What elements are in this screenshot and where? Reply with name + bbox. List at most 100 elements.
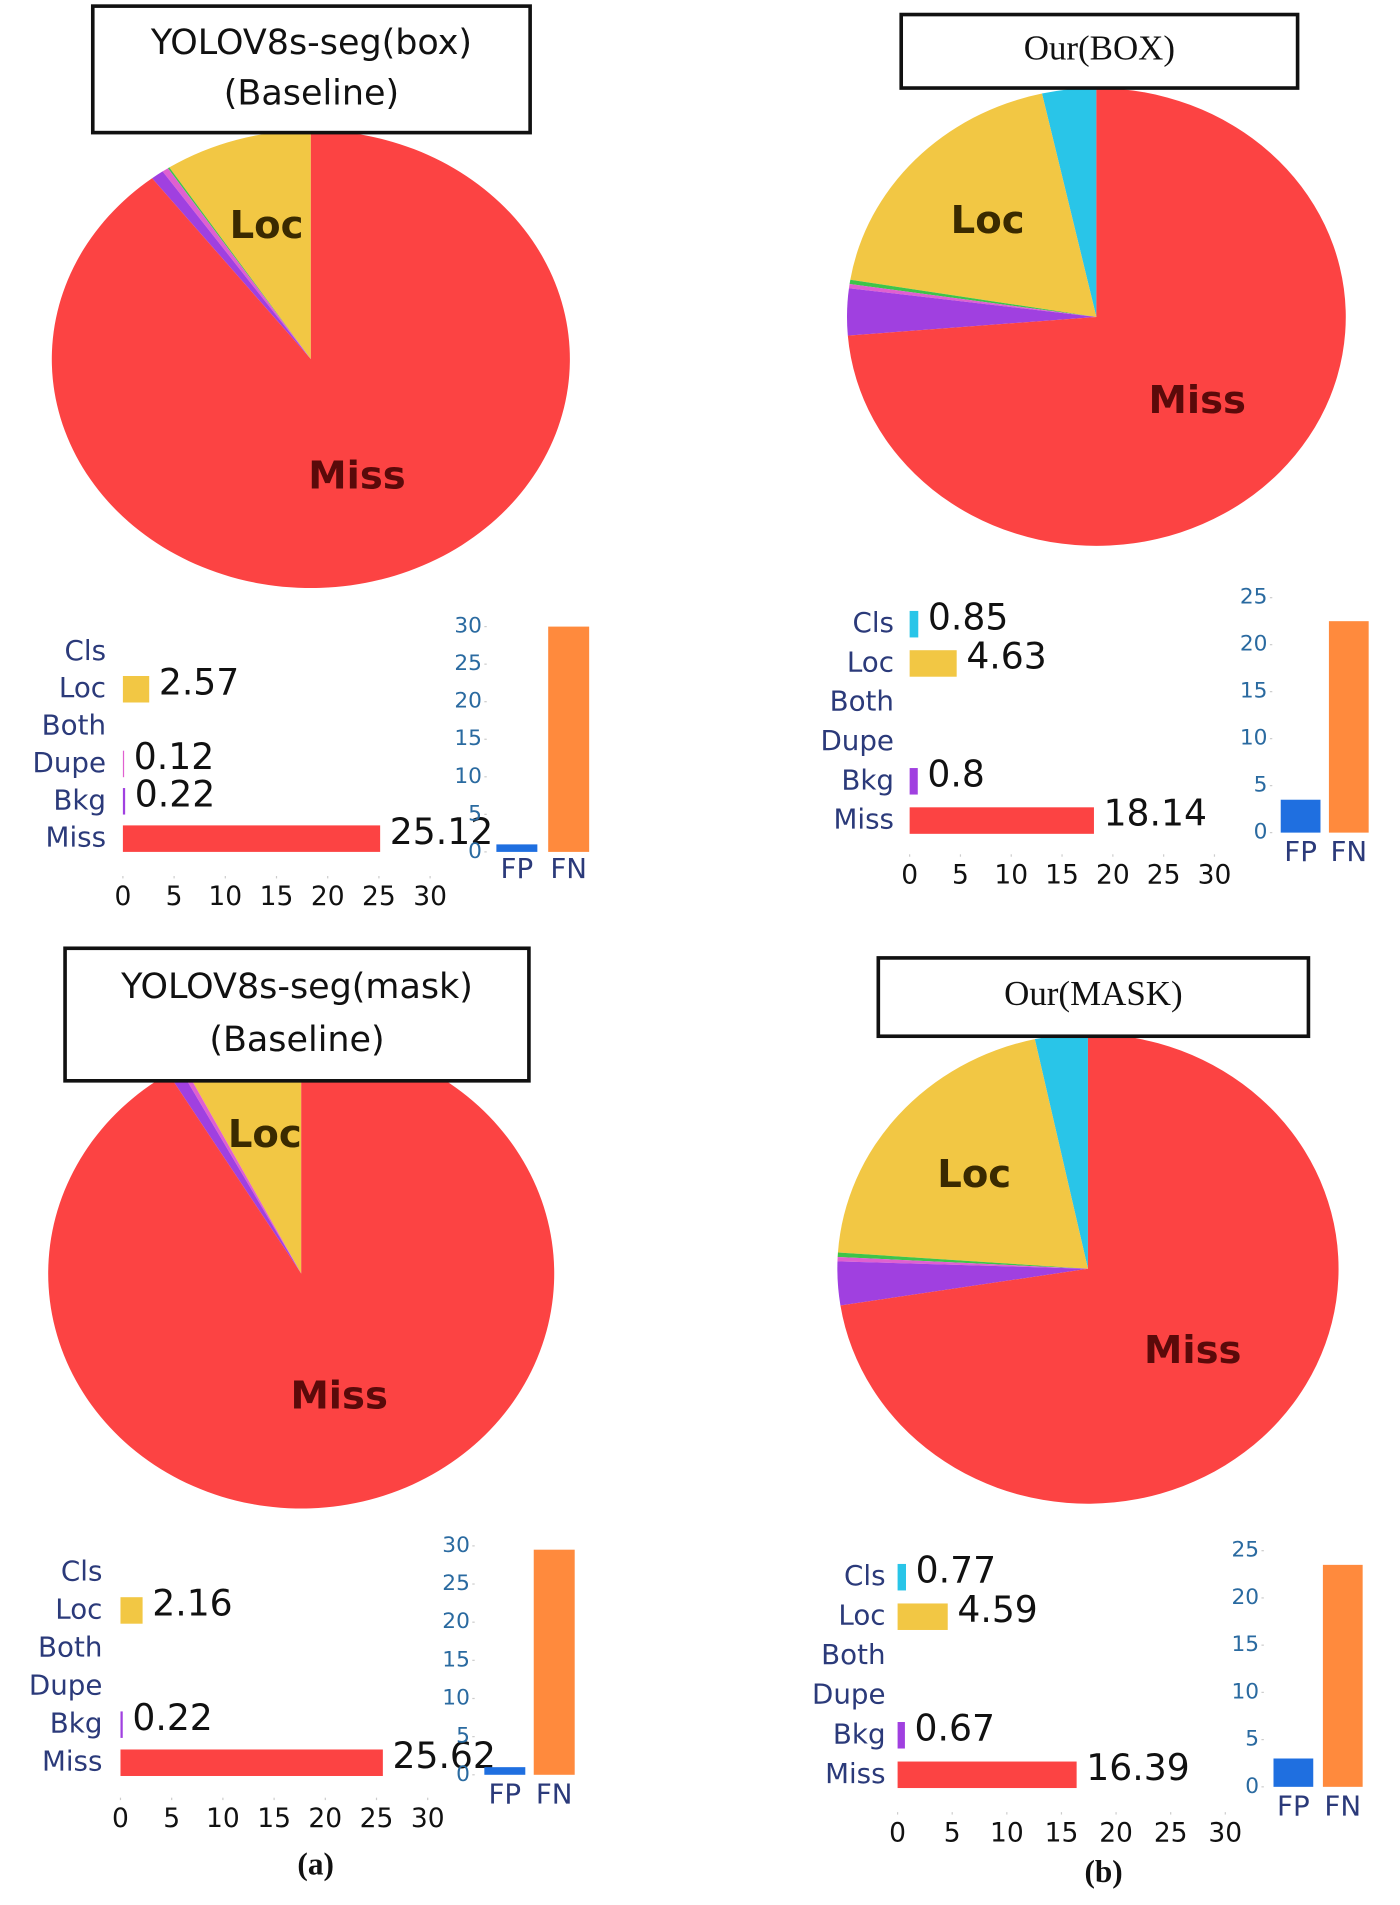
x-tick-label: 30 — [411, 1803, 445, 1834]
y-tick-label: Cls — [61, 1554, 102, 1587]
y-tick-label: Both — [42, 709, 106, 742]
x-tick-label: 20 — [1099, 1817, 1133, 1848]
x-tick-label: 10 — [990, 1817, 1024, 1848]
x-tick-label: 15 — [1045, 1817, 1079, 1848]
bar — [1280, 799, 1321, 833]
x-tick-label: 15 — [260, 881, 294, 912]
y-tick-label: Loc — [847, 645, 894, 678]
y-tick-label: 25 — [442, 1571, 470, 1596]
bar — [484, 1767, 526, 1775]
bar — [909, 768, 918, 795]
y-tick-label: 5 — [468, 801, 482, 826]
pie-slice — [837, 1039, 1088, 1269]
bar — [548, 626, 590, 852]
y-tick-label: Miss — [825, 1757, 885, 1790]
x-tick-label: FP — [488, 1777, 521, 1810]
bar — [533, 1549, 575, 1775]
bar — [1322, 1564, 1363, 1787]
x-tick-label: FP — [1284, 835, 1317, 868]
bar — [897, 1761, 1077, 1789]
bar — [897, 1722, 905, 1749]
y-tick-label: 5 — [456, 1724, 470, 1749]
bar — [909, 807, 1094, 834]
pie-slice — [169, 130, 311, 360]
bar — [909, 610, 919, 638]
x-tick-label: 10 — [206, 1803, 240, 1834]
value-label: 0.22 — [132, 1696, 212, 1739]
y-tick-label: 30 — [454, 614, 482, 639]
pie-slice — [837, 1252, 1088, 1269]
pie-slice — [179, 1065, 302, 1274]
x-tick-label: 20 — [311, 881, 345, 912]
x-tick-label: 15 — [257, 1803, 291, 1834]
value-label: 4.63 — [966, 635, 1046, 678]
value-label: 18.14 — [1104, 792, 1207, 835]
pie-slice — [167, 167, 311, 360]
slice-label: Loc — [951, 198, 1025, 243]
x-tick-label: 5 — [163, 1803, 180, 1834]
value-label: 0.85 — [928, 595, 1008, 638]
x-tick-label: 15 — [1045, 859, 1079, 890]
y-tick-label: Both — [830, 685, 894, 718]
bar — [1328, 621, 1369, 833]
pie-slice — [51, 130, 570, 589]
pie-slice — [849, 279, 1097, 317]
y-tick-label: Dupe — [29, 1669, 103, 1702]
chart-title: YOLOV8s-seg(mask) — [120, 967, 473, 1007]
x-tick-label: 25 — [1154, 1817, 1188, 1848]
x-tick-label: 20 — [1096, 859, 1130, 890]
y-tick-label: 5 — [1245, 1727, 1259, 1752]
y-tick-label: Miss — [834, 803, 894, 836]
value-label: 0.22 — [135, 772, 215, 815]
value-label: 25.12 — [390, 810, 493, 853]
value-label: 25.62 — [392, 1734, 495, 1777]
y-tick-label: Bkg — [53, 783, 106, 816]
slice-label: Loc — [230, 203, 304, 248]
slice-label: Miss — [1144, 1328, 1241, 1373]
y-tick-label: 0 — [468, 839, 482, 864]
x-tick-label: FN — [550, 852, 587, 885]
y-tick-label: 25 — [1240, 585, 1268, 610]
y-tick-label: 30 — [442, 1533, 470, 1558]
x-tick-label: FP — [501, 852, 534, 885]
pie-slice — [48, 1038, 555, 1509]
x-tick-label: 20 — [308, 1803, 342, 1834]
pie-slice — [183, 1038, 302, 1274]
bar — [122, 750, 125, 778]
y-tick-label: 15 — [1240, 679, 1268, 704]
y-tick-label: Dupe — [812, 1678, 886, 1711]
y-tick-label: 10 — [442, 1685, 470, 1710]
slice-label: Loc — [937, 1152, 1011, 1197]
bar — [122, 788, 126, 815]
value-label: 0.67 — [915, 1706, 995, 1749]
x-tick-label: 5 — [952, 859, 969, 890]
x-tick-label: 5 — [944, 1817, 961, 1848]
x-tick-label: 5 — [166, 881, 183, 912]
pie-slice — [848, 283, 1097, 317]
y-tick-label: 15 — [442, 1647, 470, 1672]
chart-subtitle: (Baseline) — [209, 1020, 384, 1060]
x-tick-label: 30 — [1198, 859, 1232, 890]
y-tick-label: 20 — [454, 689, 482, 714]
x-tick-label: 0 — [901, 859, 918, 890]
title-box — [876, 956, 1311, 1039]
bar — [120, 1597, 143, 1624]
chart-subtitle: (Baseline) — [224, 74, 399, 114]
x-tick-label: FN — [1324, 1789, 1361, 1822]
y-tick-label: 10 — [1231, 1679, 1259, 1704]
pie-slice — [837, 1256, 1088, 1269]
bar — [496, 844, 538, 852]
x-tick-label: 25 — [1147, 859, 1181, 890]
x-tick-label: 10 — [208, 881, 242, 912]
y-tick-label: 20 — [442, 1609, 470, 1634]
x-tick-label: FN — [1330, 835, 1367, 868]
x-tick-label: FN — [536, 1777, 573, 1810]
pie-slice — [1041, 88, 1097, 317]
caption: (b) — [1084, 1854, 1122, 1889]
slice-label: Miss — [290, 1373, 387, 1418]
y-tick-label: Both — [38, 1631, 102, 1664]
pie-slice — [162, 168, 311, 360]
value-label: 4.59 — [957, 1588, 1037, 1631]
pie-slice — [1034, 1033, 1088, 1269]
y-tick-label: Cls — [65, 634, 106, 667]
